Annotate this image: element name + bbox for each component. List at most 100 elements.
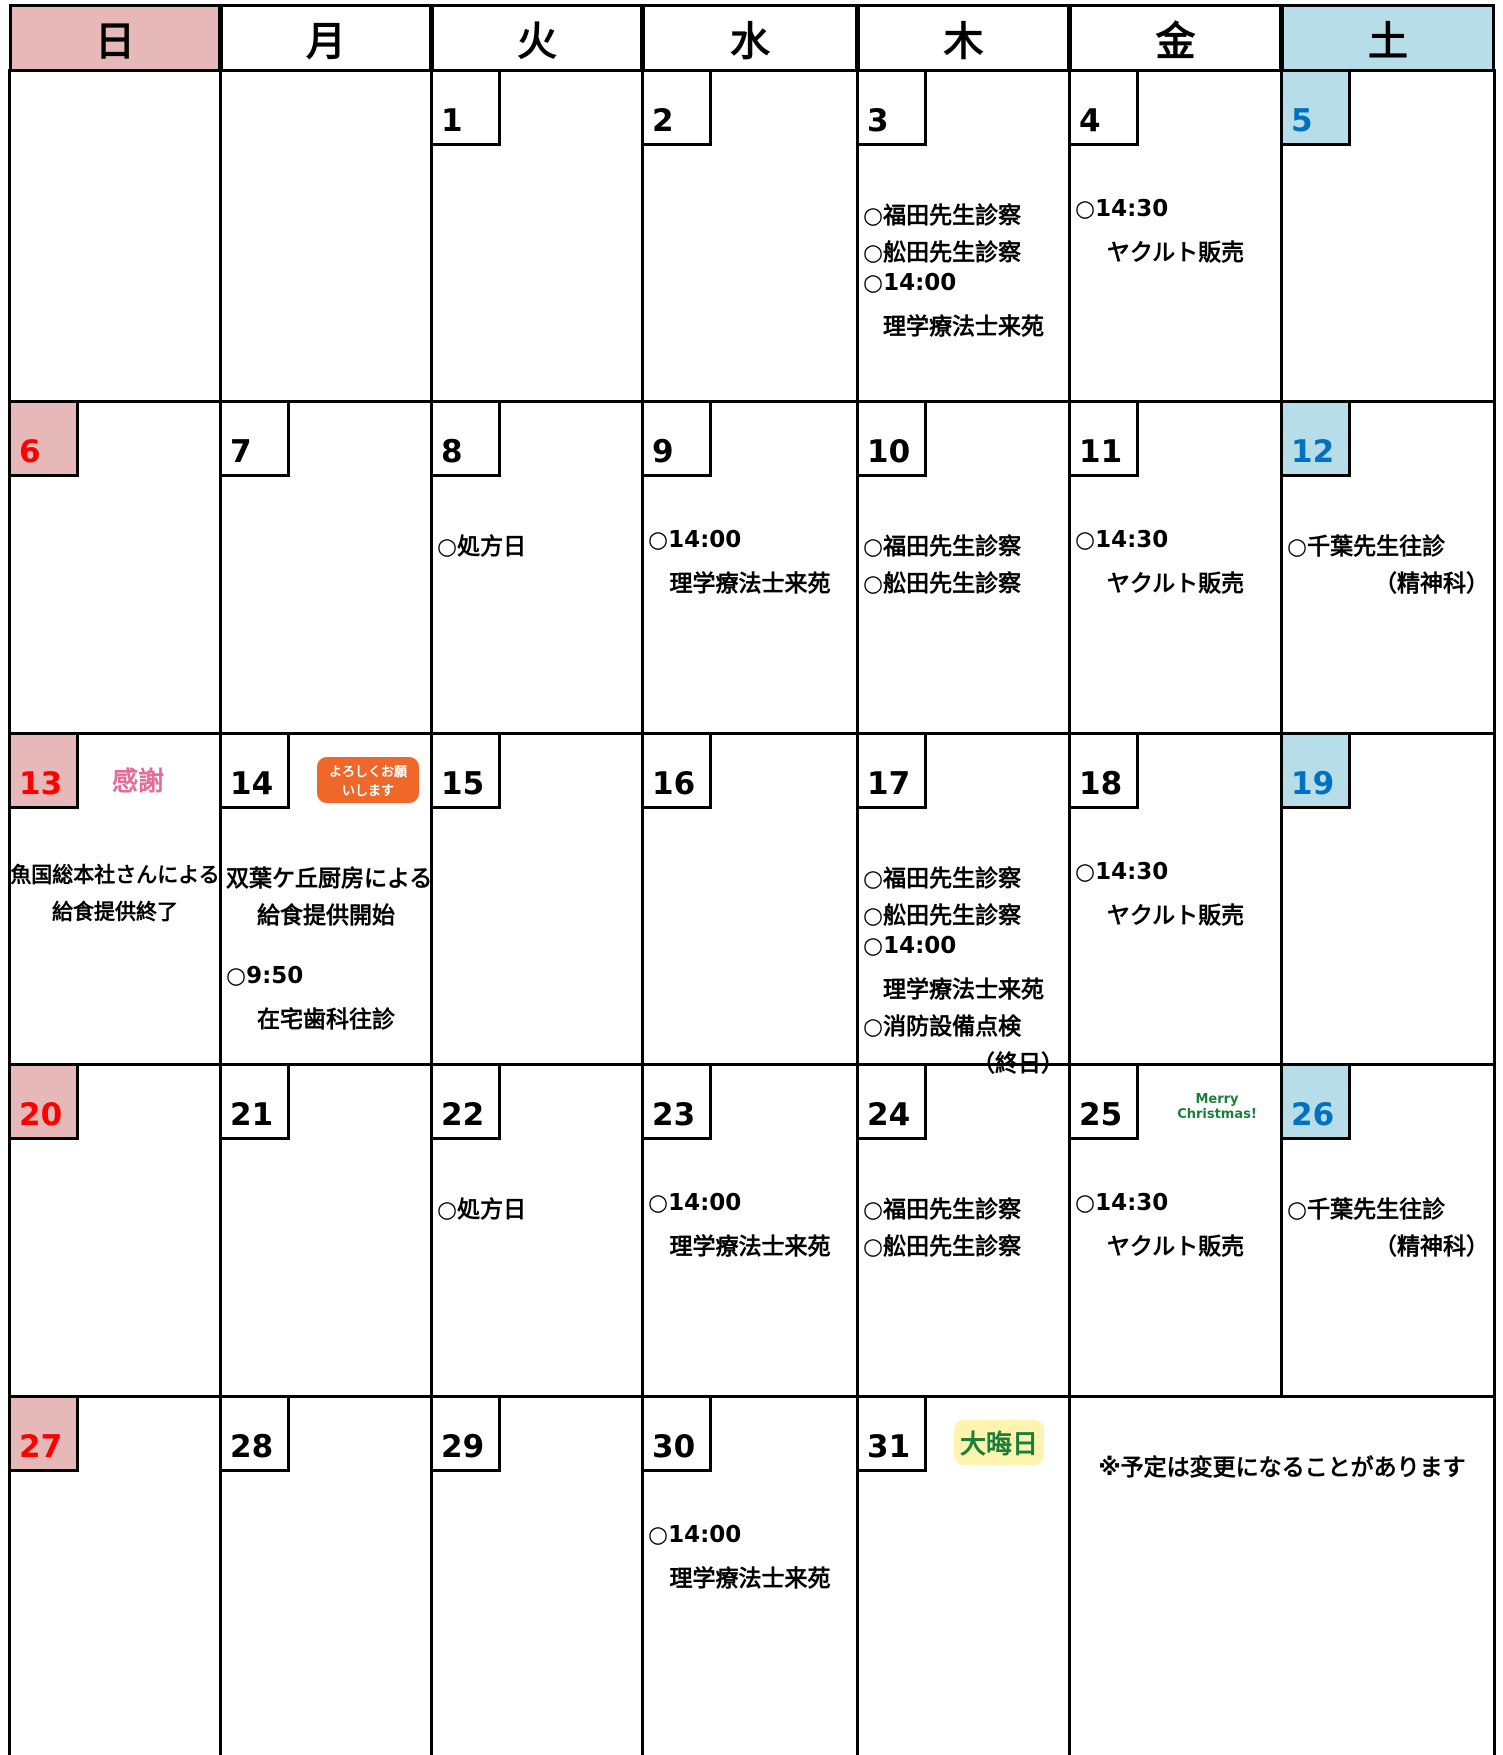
day-cell: 23 ○14:00 理学療法士来苑 — [641, 1063, 859, 1398]
day-cell: 10 ○福田先生診察 ○舩田先生診察 — [856, 400, 1071, 735]
day-cell: 6 — [8, 400, 222, 735]
day-number: 4 — [1071, 72, 1139, 146]
day-number: 29 — [433, 1398, 501, 1472]
day-number: 30 — [644, 1398, 712, 1472]
event-text: ○千葉先生往診 — [1287, 1197, 1446, 1223]
event-text: ○舩田先生診察 — [863, 240, 1022, 266]
event-text: ○14:30 — [1075, 1190, 1169, 1216]
event-text: ○福田先生診察 — [863, 203, 1022, 229]
event-text: ○舩田先生診察 — [863, 571, 1022, 597]
day-cell: 7 — [219, 400, 433, 735]
day-cell: 24 ○福田先生診察 ○舩田先生診察 — [856, 1063, 1071, 1398]
event-text: ○福田先生診察 — [863, 1197, 1022, 1223]
day-number: 5 — [1283, 72, 1351, 146]
event-text: ○14:00 — [863, 270, 957, 296]
day-cell: 30 ○14:00 理学療法士来苑 — [641, 1395, 859, 1755]
event-text: 双葉ケ丘厨房による — [226, 866, 433, 892]
day-number: 13 — [11, 735, 79, 809]
event-text: 理学療法士来苑 — [883, 314, 1044, 340]
day-cell — [8, 69, 222, 403]
day-number: 3 — [859, 72, 927, 146]
day-number: 23 — [644, 1066, 712, 1140]
schedule-note: ※予定は変更になることがあります — [1098, 1455, 1466, 1481]
day-cell: 5 — [1280, 69, 1496, 403]
day-number: 15 — [433, 735, 501, 809]
weekday-header: 水 — [642, 4, 858, 72]
weekday-header: 火 — [431, 4, 643, 72]
event-text: 理学療法士来苑 — [883, 977, 1044, 1003]
weekday-header: 日 — [9, 4, 221, 72]
day-cell: 20 — [8, 1063, 222, 1398]
day-cell: 1 — [430, 69, 644, 403]
day-number: 20 — [11, 1066, 79, 1140]
event-text: ○舩田先生診察 — [863, 1234, 1022, 1260]
day-number: 22 — [433, 1066, 501, 1140]
day-cell: 29 — [430, 1395, 644, 1755]
day-number: 7 — [222, 403, 290, 477]
day-number: 2 — [644, 72, 712, 146]
illustration-text: 感謝 — [112, 767, 165, 797]
illustration-text: Merry Christmas! — [1177, 1092, 1257, 1122]
day-number: 6 — [11, 403, 79, 477]
day-number: 12 — [1283, 403, 1351, 477]
day-number: 28 — [222, 1398, 290, 1472]
day-number: 26 — [1283, 1066, 1351, 1140]
weekday-header: 月 — [220, 4, 432, 72]
day-number: 27 — [11, 1398, 79, 1472]
day-cell: 13 感謝魚国総本社さんによる 給食提供終了 — [8, 732, 222, 1066]
day-number: 18 — [1071, 735, 1139, 809]
day-cell: 9 ○14:00 理学療法士来苑 — [641, 400, 859, 735]
day-cell: 22 ○処方日 — [430, 1063, 644, 1398]
day-cell: 28 — [219, 1395, 433, 1755]
day-number: 1 — [433, 72, 501, 146]
day-number: 8 — [433, 403, 501, 477]
event-text: 給食提供開始 — [257, 903, 395, 929]
event-text: ○9:50 — [226, 963, 304, 989]
event-text: 理学療法士来苑 — [669, 1566, 831, 1592]
day-cell: 17 ○福田先生診察 ○舩田先生診察 ○14:00 理学療法士来苑 ○消防設備点検 （終日） — [856, 732, 1071, 1077]
day-number: 16 — [644, 735, 712, 809]
event-text: ○14:00 — [648, 1190, 742, 1216]
day-number: 14 — [222, 735, 290, 809]
event-text: ○14:30 — [1075, 527, 1169, 553]
event-text: ○福田先生診察 — [863, 534, 1022, 560]
day-number: 11 — [1071, 403, 1139, 477]
illustration-text: 大晦日 — [954, 1420, 1045, 1465]
event-text: （精神科） — [1374, 571, 1489, 597]
day-cell: 15 — [430, 732, 644, 1066]
day-cell: 16 — [641, 732, 859, 1066]
weekday-header: 土 — [1281, 4, 1495, 72]
day-number: 21 — [222, 1066, 290, 1140]
event-text: ○消防設備点検 — [863, 1014, 1022, 1040]
day-cell: 3 ○福田先生診察 ○舩田先生診察 ○14:00 理学療法士来苑 — [856, 69, 1071, 403]
day-number: 19 — [1283, 735, 1351, 809]
event-text: 給食提供終了 — [52, 900, 178, 924]
event-text: ○14:00 — [648, 527, 742, 553]
day-number: 10 — [859, 403, 927, 477]
day-number: 24 — [859, 1066, 927, 1140]
event-text: ○処方日 — [437, 534, 527, 560]
event-text: ○処方日 — [437, 1197, 527, 1223]
event-text: ○14:30 — [1075, 859, 1169, 885]
event-text: 魚国総本社さんによる — [10, 863, 220, 887]
event-text: ヤクルト販売 — [1106, 240, 1245, 266]
day-cell: 27 — [8, 1395, 222, 1755]
event-text: 在宅歯科往診 — [257, 1007, 395, 1033]
event-text: 理学療法士来苑 — [669, 1234, 831, 1260]
weekday-header: 金 — [1069, 4, 1282, 72]
day-cell: 8 ○処方日 — [430, 400, 644, 735]
event-text: ○14:00 — [863, 933, 957, 959]
day-number: 17 — [859, 735, 927, 809]
illustration-text: よろしくお願いします — [317, 757, 419, 803]
event-text: ○千葉先生往診 — [1287, 534, 1446, 560]
day-cell: 31 大晦日 — [856, 1395, 1071, 1755]
event-text: ○福田先生診察 — [863, 866, 1022, 892]
event-text: ヤクルト販売 — [1106, 1234, 1245, 1260]
day-cell: 18 ○14:30 ヤクルト販売 — [1068, 732, 1283, 1066]
day-cell: ※予定は変更になることがあります — [1068, 1395, 1496, 1755]
day-cell: 26 ○千葉先生往診 （精神科） — [1280, 1063, 1496, 1398]
day-cell: 2 — [641, 69, 859, 403]
day-cell: 4 ○14:30 ヤクルト販売 — [1068, 69, 1283, 403]
day-cell: 21 — [219, 1063, 433, 1398]
